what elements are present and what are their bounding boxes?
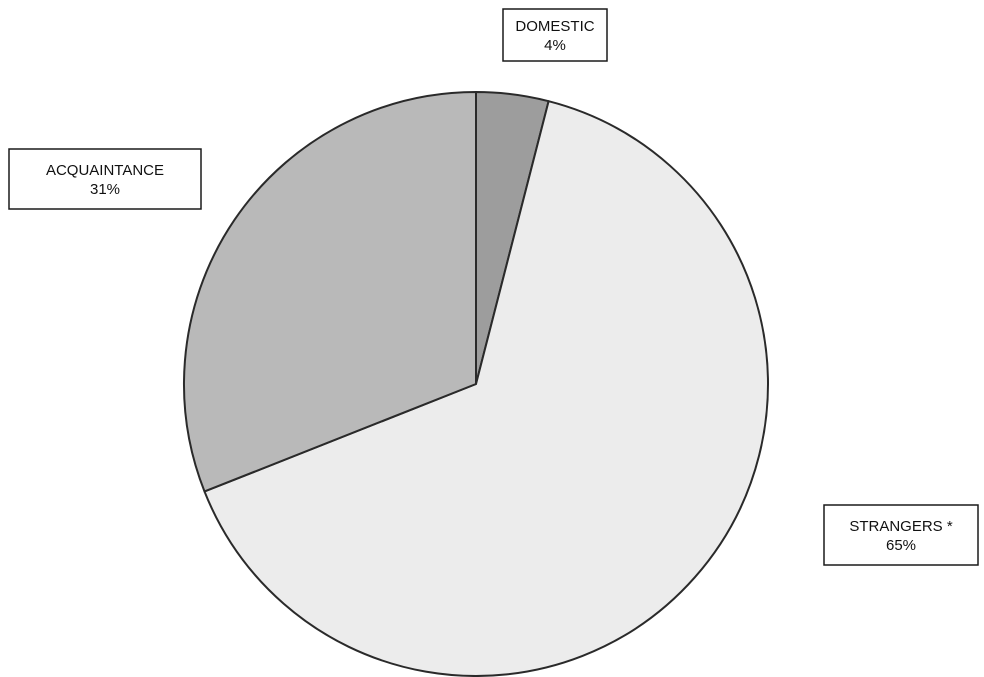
slice-label-acquaintance: ACQUAINTANCE 31%: [8, 148, 202, 210]
pie-slice-strangers: [203, 100, 769, 677]
slice-labels: DOMESTIC 4% STRANGERS * 65% ACQUAINTANCE 31%: [8, 8, 979, 566]
slice-label-name-acquaintance: ACQUAINTANCE: [46, 162, 164, 179]
slice-label-strangers: STRANGERS * 65%: [823, 504, 979, 566]
slice-label-percent-strangers: 65%: [886, 537, 916, 554]
slice-label-box-domestic: [502, 8, 608, 62]
slice-label-box-acquaintance: [8, 148, 202, 210]
slice-label-domestic: DOMESTIC 4%: [502, 8, 608, 62]
slice-label-percent-acquaintance: 31%: [90, 181, 120, 198]
slice-label-name-strangers: STRANGERS *: [849, 518, 953, 535]
slice-label-name-domestic: DOMESTIC: [515, 18, 594, 35]
slice-label-box-strangers: [823, 504, 979, 566]
pie-slice-acquaintance: [183, 91, 477, 493]
slice-label-percent-domestic: 4%: [544, 37, 566, 54]
pie-slices: [183, 91, 769, 677]
